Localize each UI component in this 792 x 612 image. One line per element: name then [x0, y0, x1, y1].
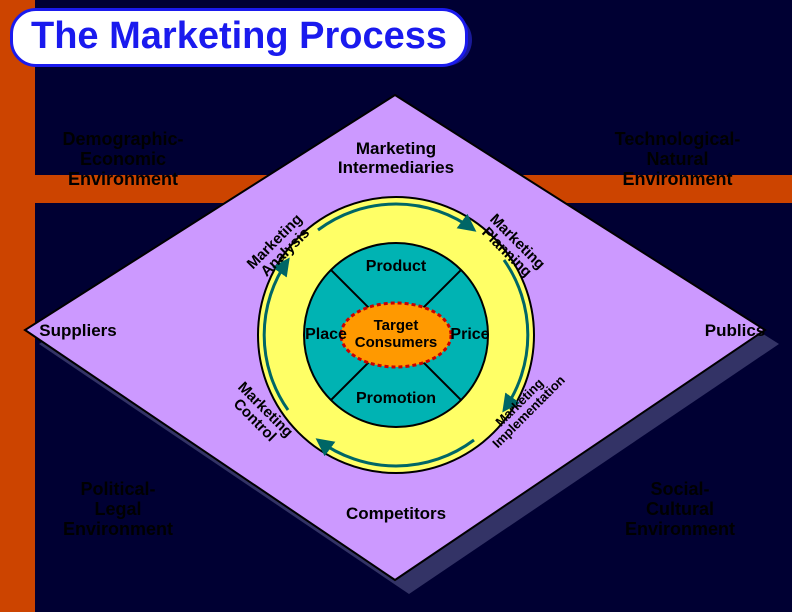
label-marketing-intermediaries: MarketingIntermediaries: [316, 140, 476, 177]
label-product: Product: [356, 258, 436, 276]
label-publics: Publics: [690, 322, 780, 341]
label-competitors: Competitors: [336, 505, 456, 524]
label-social: Social-CulturalEnvironment: [600, 480, 760, 539]
label-promotion: Promotion: [346, 390, 446, 408]
label-technological: Technological-NaturalEnvironment: [590, 130, 765, 189]
label-target-consumers: TargetConsumers: [336, 318, 456, 351]
label-suppliers: Suppliers: [28, 322, 128, 341]
label-demographic: Demographic-EconomicEnvironment: [38, 130, 208, 189]
label-political: Political-LegalEnvironment: [48, 480, 188, 539]
